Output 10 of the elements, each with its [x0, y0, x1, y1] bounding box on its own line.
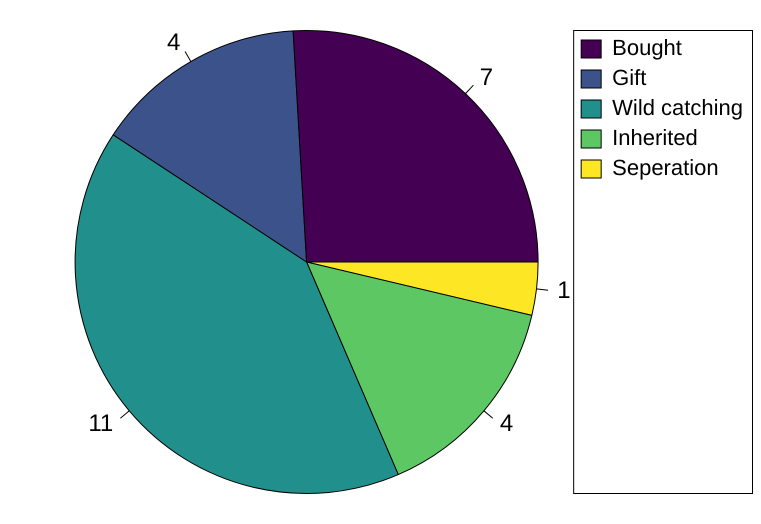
legend-label: Inherited: [612, 125, 698, 150]
legend-label: Bought: [612, 35, 682, 60]
legend-label: Gift: [612, 65, 646, 90]
data-label: 4: [167, 29, 180, 56]
data-label: 1: [557, 276, 571, 304]
data-label: 7: [480, 64, 494, 92]
legend-label: Seperation: [612, 155, 719, 180]
data-label: 4: [500, 410, 514, 437]
legend-label: Wild catching: [612, 95, 744, 120]
data-label: 11: [88, 410, 114, 437]
